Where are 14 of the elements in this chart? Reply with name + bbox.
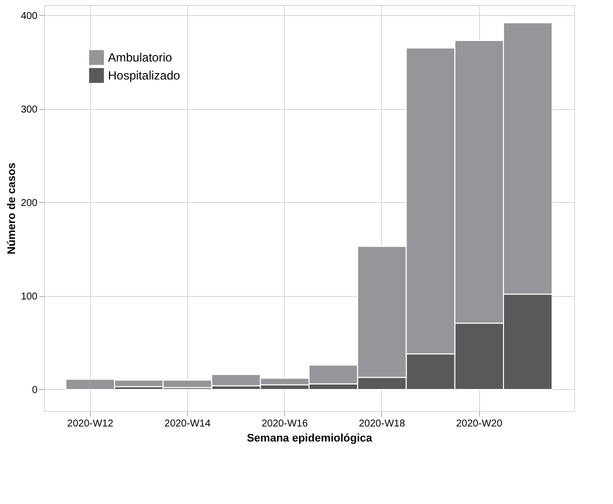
y-tick-label: 0 [32,384,38,396]
y-tick-label: 100 [20,291,38,302]
y-tick-label: 200 [20,198,38,209]
x-tick-label: 2020-W14 [164,418,211,430]
y-tick-label: 300 [20,104,38,116]
x-tick-label: 2020-W18 [358,418,406,430]
y-axis-title: Número de casos [6,162,18,254]
y-tick-label: 400 [20,10,38,22]
x-tick-label: 2020-W16 [262,418,308,430]
x-tick-label: 2020-W12 [67,418,114,430]
legend-label: Hospitalizado [108,68,180,82]
x-tick-label: 2020-W20 [456,418,503,430]
x-axis-title: Semana epidemiológica [246,432,374,444]
legend-label: Ambulatorio [108,50,172,64]
